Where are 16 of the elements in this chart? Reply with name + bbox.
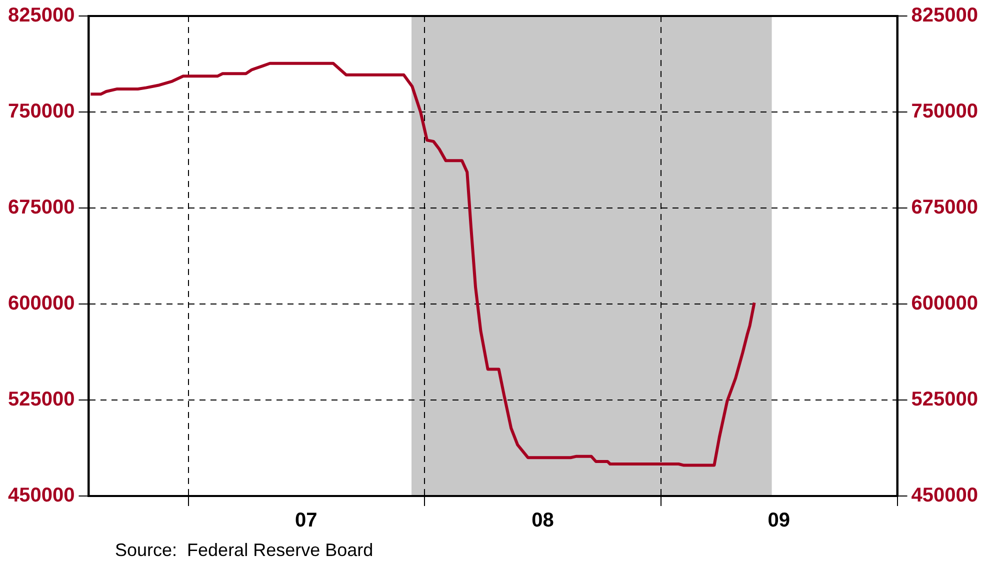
y-tick-label: 525000: [8, 388, 75, 411]
y2-tick-label: 450000: [911, 484, 978, 507]
y-tick-label: 750000: [8, 100, 75, 123]
y2-tick-label: 525000: [911, 388, 978, 411]
y2-tick-label: 675000: [911, 196, 978, 219]
y2-tick-label: 600000: [911, 292, 978, 315]
y2-tick-label: 825000: [911, 4, 978, 27]
x-tick-label: 08: [532, 510, 554, 532]
x-tick-label: 07: [294, 510, 318, 532]
y-tick-label: 600000: [8, 292, 75, 315]
y2-tick-label: 750000: [911, 100, 978, 123]
source-note: Source: Federal Reserve Board: [115, 540, 374, 560]
y-tick-label: 825000: [8, 4, 75, 27]
x-tick-label: 09: [768, 510, 790, 532]
y-tick-label: 675000: [8, 196, 75, 219]
y-tick-label: 450000: [8, 484, 75, 507]
